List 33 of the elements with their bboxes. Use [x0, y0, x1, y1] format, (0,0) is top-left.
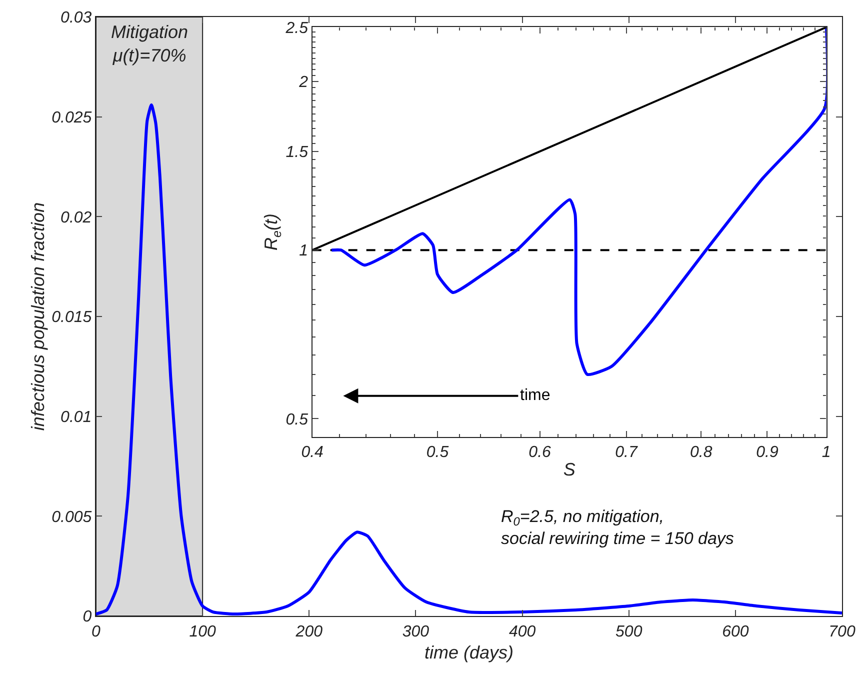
x-tick-label: 700 — [828, 623, 856, 640]
x-tick-label: 0.6 — [528, 444, 552, 462]
x-tick-label: 0.9 — [756, 444, 778, 462]
x-tick-label: 100 — [189, 623, 216, 640]
x-tick-label: 1 — [822, 444, 831, 462]
y-tick-label: 1 — [299, 242, 308, 260]
y-tick-label: 0 — [82, 608, 92, 626]
y-tick-label: 0.015 — [52, 309, 92, 326]
x-tick-label: 0.5 — [426, 444, 449, 462]
x-tick-label: 300 — [402, 623, 430, 640]
x-axis-title: S — [563, 459, 576, 480]
x-tick-label: 0.4 — [301, 444, 324, 462]
y-tick-label: 0.02 — [60, 209, 92, 226]
y-tick-label: 2 — [298, 74, 308, 92]
y-tick-label: 2.5 — [284, 20, 308, 37]
band-label: Mitigation μ(t)=70% — [111, 22, 188, 66]
x-tick-label: 500 — [616, 623, 642, 640]
x-tick-label: 200 — [294, 623, 323, 640]
x-tick-label: 600 — [722, 623, 749, 640]
y-tick-label: 0.025 — [52, 109, 92, 126]
line-series — [96, 103, 842, 616]
y-tick-label: 1.5 — [286, 144, 308, 162]
y-tick-label: 0.5 — [286, 411, 308, 428]
x-tick-label: 0.7 — [615, 444, 638, 462]
x-axis-title: time (days) — [424, 642, 514, 662]
x-tick-label: 0.8 — [690, 444, 712, 462]
annotation: time — [520, 387, 550, 404]
y-tick-label: 0.03 — [60, 10, 92, 27]
y-axis-title: infectious population fraction — [28, 202, 48, 431]
y-tick-label: 0.01 — [60, 408, 92, 426]
x-tick-label: 400 — [508, 623, 536, 640]
y-tick-label: 0.005 — [52, 508, 92, 526]
annotation: R$_{0}$=2.5, no mitigation, social rewiring time = 150 days — [501, 507, 734, 548]
